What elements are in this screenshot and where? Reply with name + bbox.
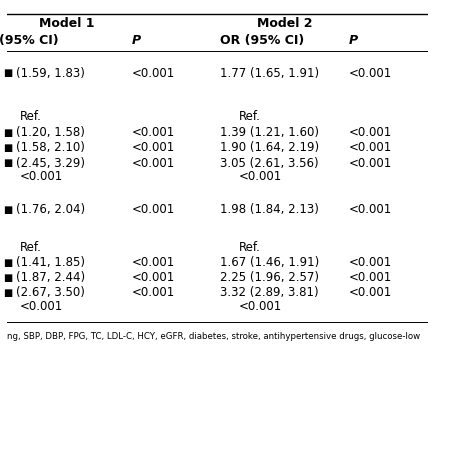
Text: <0.001: <0.001 — [239, 170, 282, 183]
Text: OR (95% CI): OR (95% CI) — [220, 34, 304, 47]
Text: Ref.: Ref. — [239, 241, 261, 254]
Text: Model 1: Model 1 — [38, 17, 94, 30]
Text: <0.001: <0.001 — [348, 126, 392, 139]
Text: ■: ■ — [3, 158, 12, 168]
Text: <0.001: <0.001 — [131, 286, 175, 300]
Text: (1.41, 1.85): (1.41, 1.85) — [16, 256, 85, 269]
Text: 1.77 (1.65, 1.91): 1.77 (1.65, 1.91) — [220, 67, 319, 80]
Text: <0.001: <0.001 — [20, 300, 63, 313]
Text: <0.001: <0.001 — [131, 141, 175, 155]
Text: <0.001: <0.001 — [348, 286, 392, 300]
Text: (1.76, 2.04): (1.76, 2.04) — [16, 203, 85, 216]
Text: 2.25 (1.96, 2.57): 2.25 (1.96, 2.57) — [220, 271, 319, 284]
Text: <0.001: <0.001 — [131, 156, 175, 170]
Text: ■: ■ — [3, 143, 12, 153]
Text: <0.001: <0.001 — [131, 67, 175, 80]
Text: <0.001: <0.001 — [348, 67, 392, 80]
Text: ■: ■ — [3, 273, 12, 283]
Text: ng, SBP, DBP, FPG, TC, LDL-C, HCY, eGFR, diabetes, stroke, antihypertensive drug: ng, SBP, DBP, FPG, TC, LDL-C, HCY, eGFR,… — [8, 332, 420, 341]
Text: (2.45, 3.29): (2.45, 3.29) — [16, 156, 85, 170]
Text: (1.58, 2.10): (1.58, 2.10) — [16, 141, 85, 155]
Text: ■: ■ — [3, 204, 12, 215]
Text: 3.32 (2.89, 3.81): 3.32 (2.89, 3.81) — [220, 286, 319, 300]
Text: <0.001: <0.001 — [348, 203, 392, 216]
Text: (2.67, 3.50): (2.67, 3.50) — [16, 286, 85, 300]
Text: <0.001: <0.001 — [131, 271, 175, 284]
Text: <0.001: <0.001 — [348, 156, 392, 170]
Text: <0.001: <0.001 — [348, 271, 392, 284]
Text: P: P — [348, 34, 357, 47]
Text: <0.001: <0.001 — [348, 141, 392, 155]
Text: (95% CI): (95% CI) — [0, 34, 59, 47]
Text: ■: ■ — [3, 288, 12, 298]
Text: 1.39 (1.21, 1.60): 1.39 (1.21, 1.60) — [220, 126, 319, 139]
Text: ■: ■ — [3, 68, 12, 79]
Text: (1.59, 1.83): (1.59, 1.83) — [16, 67, 85, 80]
Text: 1.90 (1.64, 2.19): 1.90 (1.64, 2.19) — [220, 141, 319, 155]
Text: Model 2: Model 2 — [257, 17, 313, 30]
Text: 1.67 (1.46, 1.91): 1.67 (1.46, 1.91) — [220, 256, 319, 269]
Text: (1.87, 2.44): (1.87, 2.44) — [16, 271, 85, 284]
Text: 1.98 (1.84, 2.13): 1.98 (1.84, 2.13) — [220, 203, 319, 216]
Text: <0.001: <0.001 — [131, 256, 175, 269]
Text: Ref.: Ref. — [20, 241, 42, 254]
Text: ■: ■ — [3, 128, 12, 138]
Text: <0.001: <0.001 — [348, 256, 392, 269]
Text: <0.001: <0.001 — [131, 203, 175, 216]
Text: ■: ■ — [3, 257, 12, 268]
Text: (1.20, 1.58): (1.20, 1.58) — [16, 126, 85, 139]
Text: <0.001: <0.001 — [131, 126, 175, 139]
Text: Ref.: Ref. — [20, 109, 42, 123]
Text: 3.05 (2.61, 3.56): 3.05 (2.61, 3.56) — [220, 156, 319, 170]
Text: P: P — [131, 34, 141, 47]
Text: <0.001: <0.001 — [239, 300, 282, 313]
Text: Ref.: Ref. — [239, 109, 261, 123]
Text: <0.001: <0.001 — [20, 170, 63, 183]
